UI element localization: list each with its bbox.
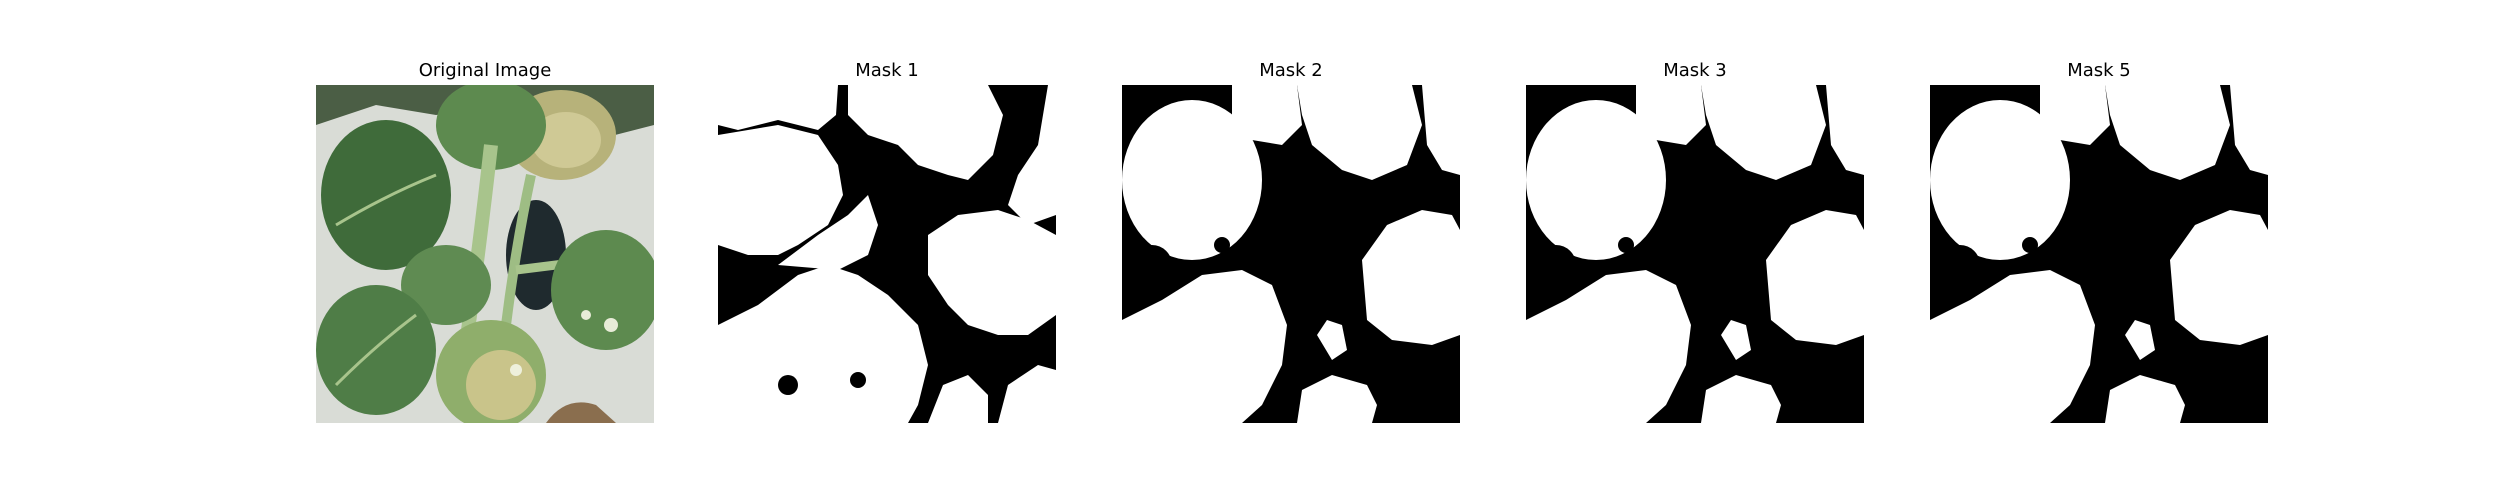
mask-2	[1122, 85, 1460, 423]
mask-image	[1122, 85, 1460, 423]
mask-5	[1930, 85, 2268, 423]
panel-mask-3: Mask 3	[1526, 0, 1864, 500]
panel-title: Mask 3	[1526, 58, 1864, 84]
mask-image	[718, 85, 1056, 423]
mask-1	[718, 85, 1056, 423]
panel-title: Original Image	[316, 58, 654, 84]
original-image	[316, 85, 654, 423]
panel-mask-5: Mask 5	[1930, 0, 2268, 500]
panel-title: Mask 2	[1122, 58, 1460, 84]
panel-title: Mask 1	[718, 58, 1056, 84]
mask-3	[1526, 85, 1864, 423]
panel-mask-1: Mask 1	[718, 0, 1056, 500]
mask-image	[1930, 85, 2268, 423]
panel-mask-2: Mask 2	[1122, 0, 1460, 500]
leaf-photo	[316, 85, 654, 423]
panel-original-image: Original Image	[316, 0, 654, 500]
mask-image	[1526, 85, 1864, 423]
panel-title: Mask 5	[1930, 58, 2268, 84]
